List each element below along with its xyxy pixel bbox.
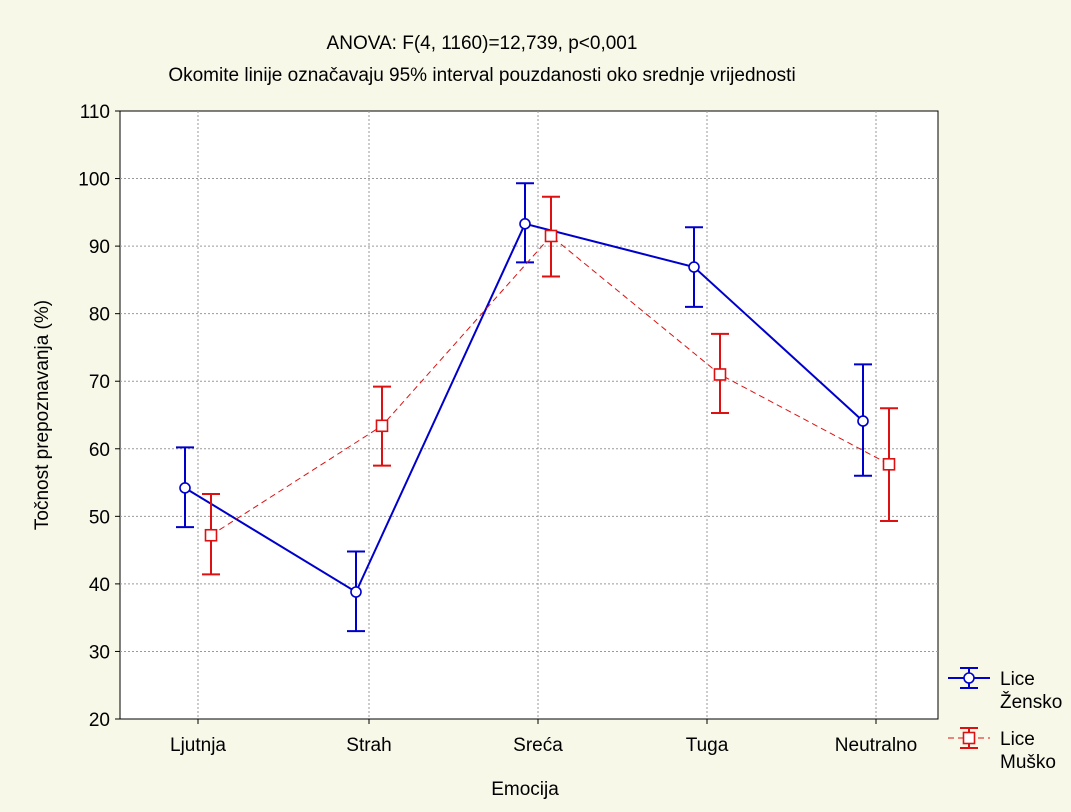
x-axis-label: Emocija [491, 779, 559, 800]
legend-marker [962, 731, 976, 745]
y-tick-label: 20 [89, 710, 110, 731]
x-tick-label: Neutralno [835, 735, 917, 756]
legend-label: Žensko [1000, 691, 1062, 713]
legend-label: Muško [1000, 752, 1056, 773]
data-point [857, 415, 869, 427]
series-layer [176, 182, 898, 633]
data-point [375, 419, 389, 433]
data-point [688, 261, 700, 273]
data-point [882, 458, 896, 471]
series-1 [202, 195, 898, 576]
y-tick-label: 40 [89, 575, 110, 596]
data-point [519, 218, 531, 230]
data-point [179, 482, 191, 494]
series-line [210, 235, 890, 536]
data-point [713, 368, 727, 381]
y-axis-label: Točnost prepoznavanja (%) [32, 300, 53, 530]
y-tick-label: 50 [89, 507, 110, 528]
grid-lines [120, 111, 938, 719]
chart-title: ANOVA: F(4, 1160)=12,739, p<0,001 [327, 33, 638, 54]
plot-area [119, 110, 939, 720]
legend-label: Lice [1000, 669, 1035, 690]
y-tick-label: 110 [80, 102, 110, 123]
x-tick-label: Sreća [513, 735, 563, 756]
x-tick-label: Ljutnja [170, 735, 226, 756]
data-point [544, 229, 558, 243]
x-tick-label: Strah [346, 735, 391, 756]
chart-subtitle: Okomite linije označavaju 95% interval p… [168, 65, 795, 86]
y-tick-label: 100 [78, 170, 110, 191]
y-tick-label: 30 [89, 642, 110, 663]
y-tick-label: 90 [89, 237, 110, 258]
x-tick-label: Tuga [686, 735, 729, 756]
legend-marker [963, 672, 975, 684]
y-tick-label: 60 [89, 440, 110, 461]
x-axis-ticks: Ljutnja Strah Sreća Tuga Neutralno [170, 719, 917, 756]
legend-label: Lice [1000, 729, 1035, 750]
y-tick-label: 70 [89, 372, 110, 393]
series-0 [176, 182, 872, 633]
data-point [350, 586, 362, 598]
data-point [204, 528, 218, 542]
y-tick-label: 80 [89, 305, 110, 326]
y-axis-ticks: 20 30 40 50 60 70 80 90 100 110 [78, 102, 120, 731]
